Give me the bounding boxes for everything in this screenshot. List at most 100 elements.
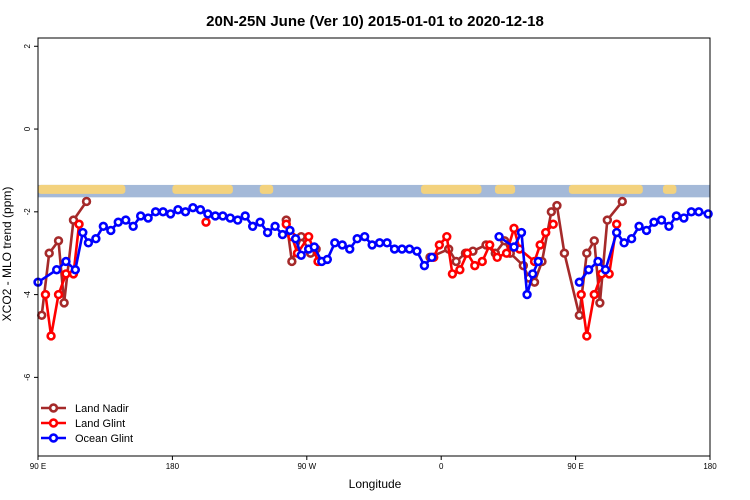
data-point	[509, 242, 519, 252]
data-point	[462, 248, 473, 258]
data-point	[44, 248, 54, 258]
data-point	[589, 236, 599, 246]
data-point	[389, 244, 400, 254]
x-tick-label: 90 W	[297, 462, 316, 471]
data-point	[309, 242, 319, 252]
data-point	[106, 225, 116, 236]
legend-marker	[48, 403, 59, 413]
series-layer	[33, 196, 713, 341]
data-point	[225, 213, 235, 223]
legend-marker	[48, 418, 59, 428]
series-line	[579, 224, 618, 337]
data-point	[582, 331, 592, 341]
data-point	[617, 196, 627, 207]
data-point	[165, 209, 176, 219]
x-tick-label: 90 E	[30, 462, 46, 471]
data-point	[656, 215, 667, 225]
x-tick-label: 0	[439, 462, 444, 471]
x-axis-label: Longitude	[349, 477, 402, 491]
data-point	[374, 238, 385, 248]
y-tick-label: -6	[23, 373, 32, 381]
data-point	[337, 240, 347, 250]
data-point	[619, 238, 629, 248]
data-point	[210, 211, 221, 221]
data-point	[233, 215, 243, 225]
data-point	[203, 209, 213, 219]
data-point	[583, 265, 594, 275]
data-point	[121, 215, 131, 225]
legend: Land Nadir Land Glint Ocean Glint	[41, 403, 133, 445]
map-band-land	[421, 184, 482, 194]
data-point	[81, 196, 92, 207]
data-point	[611, 219, 622, 229]
data-point	[589, 289, 599, 300]
data-point	[574, 277, 585, 287]
data-point	[128, 221, 138, 232]
data-point	[195, 205, 206, 215]
legend-item: Land Nadir	[41, 403, 129, 415]
map-band-land	[172, 184, 233, 194]
data-point	[694, 207, 704, 217]
data-point	[46, 331, 56, 341]
map-band-land	[494, 184, 516, 194]
data-point	[509, 223, 519, 234]
legend-item: Ocean Glint	[41, 433, 133, 445]
data-point	[576, 289, 586, 300]
plot-frame	[37, 37, 711, 457]
data-point	[522, 289, 532, 300]
y-axis-label: XCO2 - MLO trend (ppm)	[0, 187, 14, 322]
data-point	[455, 265, 465, 275]
data-point	[367, 240, 377, 250]
data-point	[494, 231, 504, 242]
map-band	[38, 184, 710, 198]
data-point	[173, 205, 183, 215]
data-point	[180, 207, 191, 217]
data-point	[113, 217, 123, 227]
data-point	[671, 211, 682, 221]
data-point	[78, 227, 88, 238]
data-point	[419, 260, 430, 271]
data-point	[247, 221, 258, 232]
data-point	[345, 244, 355, 254]
legend-label: Land Nadir	[75, 403, 129, 415]
data-point	[287, 256, 297, 267]
y-tick-label: -2	[23, 208, 32, 216]
data-point	[535, 240, 545, 250]
data-point	[322, 254, 333, 265]
map-band-land	[662, 184, 677, 194]
x-tick-label: 90 E	[567, 462, 583, 471]
data-point	[602, 215, 613, 225]
data-point	[285, 225, 295, 236]
data-point	[533, 256, 543, 267]
data-point	[516, 227, 527, 238]
data-point	[53, 236, 64, 246]
x-axis: 90 E 180 90 W 0 90 E 180	[30, 456, 717, 471]
data-point	[485, 240, 495, 250]
map-band-land	[259, 184, 274, 194]
data-point	[548, 219, 558, 229]
data-point	[451, 256, 461, 267]
data-point	[686, 207, 697, 217]
data-point	[61, 269, 71, 279]
legend-label: Ocean Glint	[75, 433, 133, 445]
data-point	[53, 289, 64, 300]
y-tick-label: -4	[23, 290, 32, 298]
data-point	[634, 221, 644, 232]
data-point	[442, 231, 452, 242]
data-point	[158, 207, 168, 217]
data-point	[397, 244, 407, 254]
data-point	[262, 227, 273, 238]
series-1	[40, 217, 622, 341]
data-point	[51, 265, 62, 275]
data-point	[201, 217, 211, 227]
chart-title: 20N-25N June (Ver 10) 2015-01-01 to 2020…	[206, 13, 544, 30]
data-point	[611, 227, 622, 238]
data-point	[703, 209, 713, 219]
legend-item: Land Glint	[41, 418, 125, 430]
data-point	[40, 289, 51, 300]
data-point	[330, 238, 340, 248]
data-point	[541, 227, 551, 238]
data-point	[277, 229, 288, 240]
data-point	[582, 248, 592, 258]
data-point	[83, 238, 94, 248]
